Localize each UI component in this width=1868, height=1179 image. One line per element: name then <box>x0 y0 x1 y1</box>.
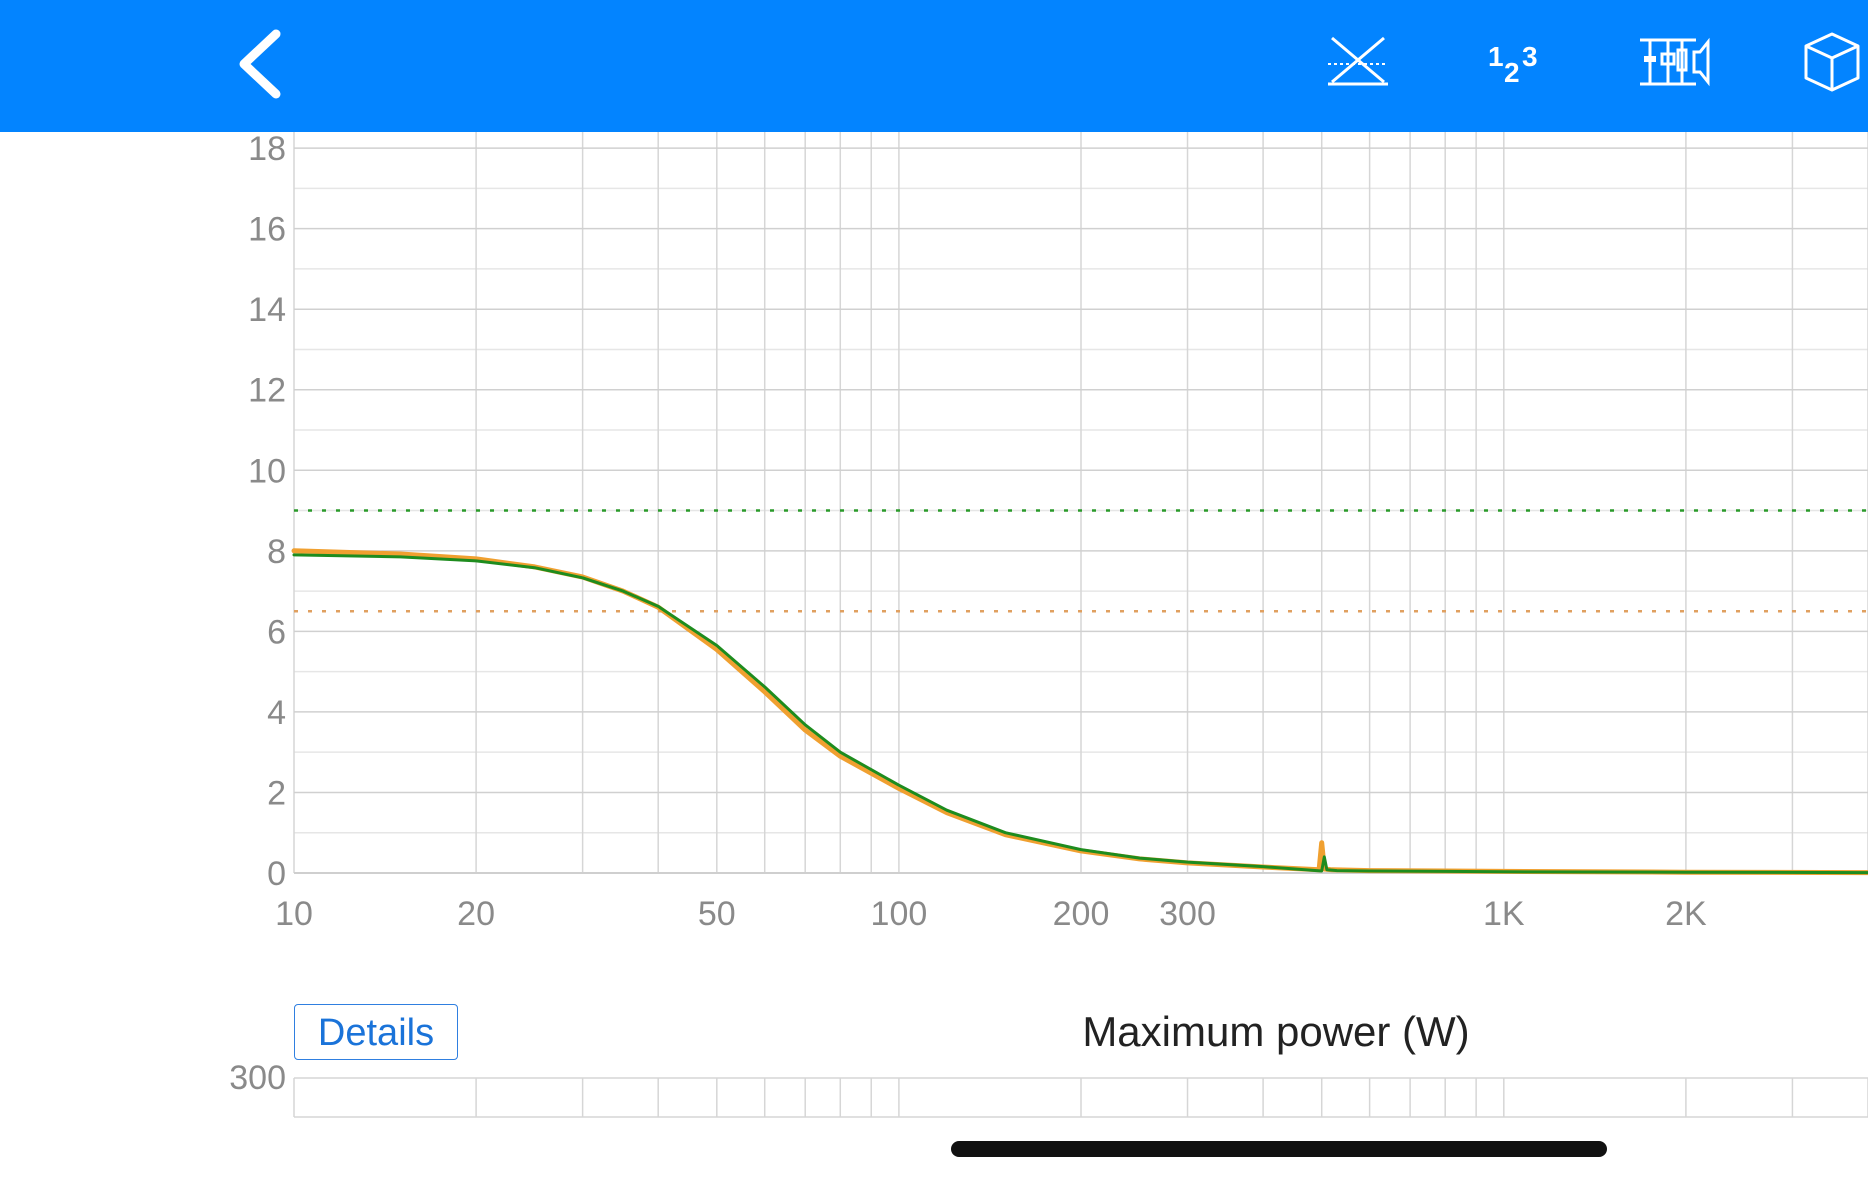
impedance-chart: 0 2 4 6 8 10 12 14 16 18 10 20 50 100 200 300 1K 2K 300 <box>229 132 1868 1118</box>
y-tick-label: 6 <box>267 613 286 651</box>
reference-lines <box>294 509 1868 613</box>
y-axis-ticks: 0 2 4 6 8 10 12 14 16 18 <box>248 132 286 893</box>
svg-text:1: 1 <box>1488 41 1504 72</box>
top-toolbar: 1 2 3 <box>0 0 1868 132</box>
chart-grid-major <box>293 132 1868 874</box>
chart-series <box>291 548 1868 876</box>
x-tick-label: 50 <box>698 895 736 933</box>
x-tick-label: 100 <box>871 895 928 933</box>
crossover-button[interactable] <box>1326 30 1390 99</box>
y-tick-label: 2 <box>267 774 286 812</box>
circuit-button[interactable] <box>1636 30 1714 99</box>
power-chart-y-tick-label: 300 <box>229 1059 286 1097</box>
svg-text:2: 2 <box>1504 57 1520 88</box>
y-tick-label: 4 <box>267 694 286 732</box>
chevron-left-icon <box>239 29 281 99</box>
y-tick-label: 14 <box>248 291 286 329</box>
x-tick-label: 2K <box>1665 895 1707 933</box>
series-line-2 <box>292 553 1868 875</box>
details-button[interactable]: Details <box>294 1004 458 1060</box>
x-tick-label: 200 <box>1053 895 1110 933</box>
y-tick-label: 12 <box>248 372 286 410</box>
power-chart-title: Maximum power (W) <box>1082 1008 1470 1055</box>
home-indicator[interactable] <box>951 1141 1607 1157</box>
y-tick-label: 0 <box>267 855 286 893</box>
y-tick-label: 18 <box>248 132 286 168</box>
power-chart-grid <box>293 1077 1868 1118</box>
back-button[interactable] <box>228 24 298 104</box>
numbers-button[interactable]: 1 2 3 <box>1484 30 1548 99</box>
y-tick-label: 8 <box>267 533 286 571</box>
numbers-icon: 1 2 3 <box>1488 41 1538 88</box>
crossover-icon <box>1328 36 1388 86</box>
x-tick-label: 300 <box>1159 895 1216 933</box>
x-tick-label: 10 <box>275 895 313 933</box>
circuit-icon <box>1640 37 1710 87</box>
3d-view-button[interactable] <box>1800 30 1864 99</box>
x-tick-label: 1K <box>1483 895 1525 933</box>
svg-text:3: 3 <box>1522 41 1538 72</box>
x-axis-ticks: 10 20 50 100 200 300 1K 2K <box>275 895 1707 933</box>
cube-icon <box>1804 32 1860 92</box>
y-tick-label: 10 <box>248 452 286 490</box>
y-tick-label: 16 <box>248 211 286 249</box>
x-tick-label: 20 <box>457 895 495 933</box>
